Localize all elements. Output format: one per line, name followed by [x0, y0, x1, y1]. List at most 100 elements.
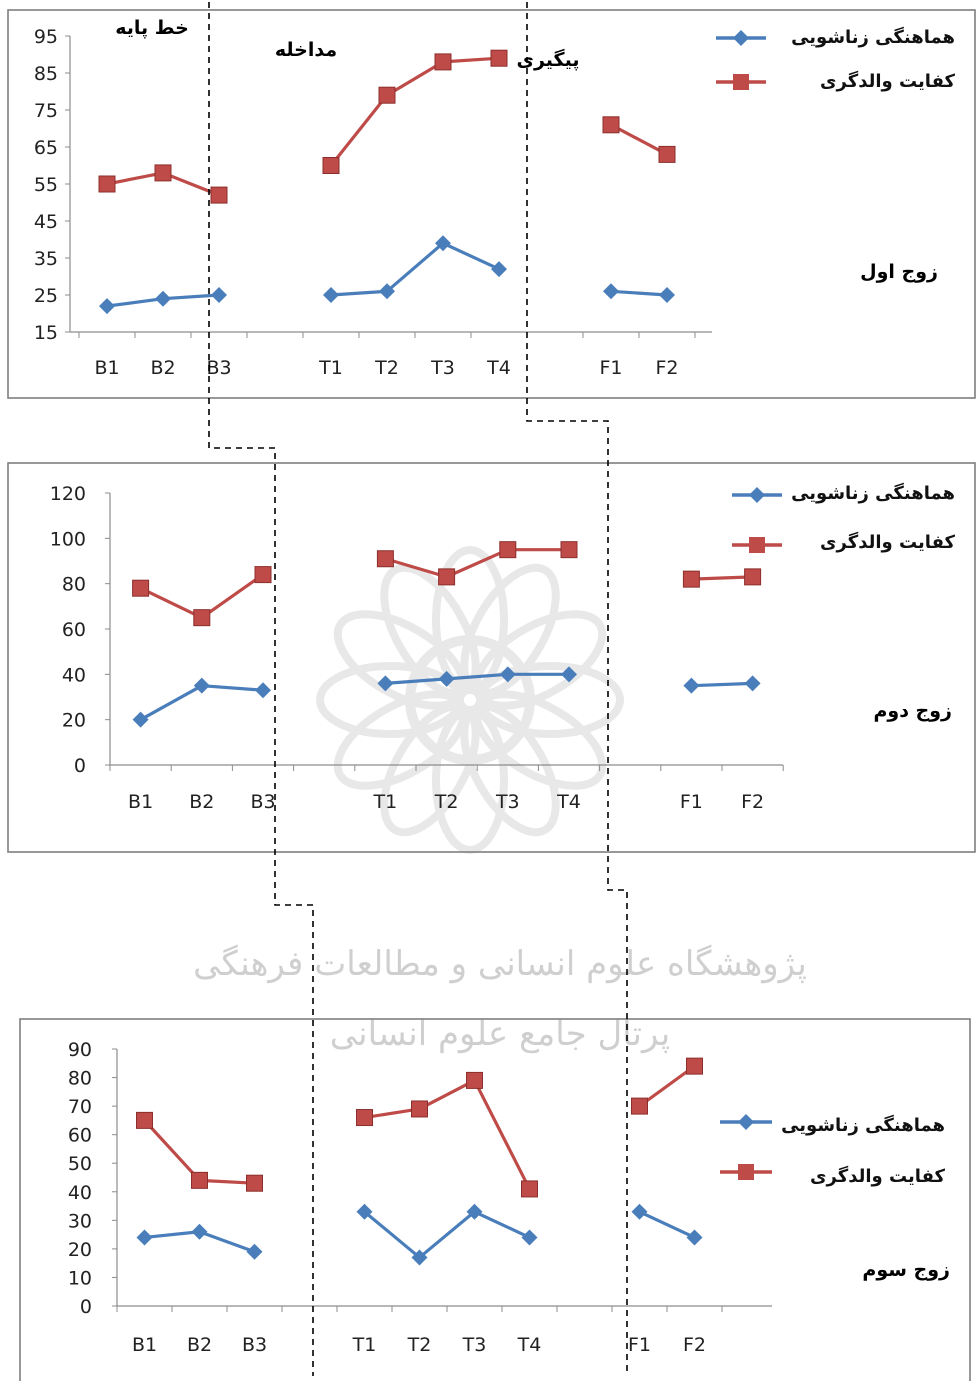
data-point-harmony — [438, 670, 455, 687]
data-point-quality — [322, 157, 340, 174]
y-tick-label: 0 — [80, 1296, 92, 1318]
x-tick-label: B1 — [132, 1334, 157, 1356]
data-point-quality — [602, 116, 620, 134]
data-point-harmony — [521, 1229, 538, 1246]
data-point-quality — [521, 1180, 538, 1198]
x-tick-label: T4 — [517, 1334, 542, 1356]
series-line-harmony — [330, 241, 500, 297]
data-point-harmony — [323, 287, 339, 303]
series-line-harmony — [363, 1210, 531, 1260]
watermark-petal — [316, 662, 464, 738]
data-point-quality — [98, 175, 116, 193]
x-tick-label: B2 — [150, 357, 175, 379]
x-tick-label: F1 — [680, 791, 703, 813]
series-line-harmony — [610, 289, 668, 297]
data-point-quality — [376, 550, 394, 568]
series-line-quality — [364, 1078, 531, 1190]
data-point-quality — [499, 541, 517, 559]
y-tick-label: 70 — [68, 1096, 92, 1118]
legend-marker-diamond — [749, 487, 765, 503]
y-tick-label: 45 — [34, 211, 58, 233]
x-tick-label: B1 — [128, 791, 153, 813]
phase-label-baseline: خط پایه — [115, 17, 189, 39]
y-tick-label: 85 — [34, 63, 58, 85]
watermark-core — [405, 635, 535, 765]
data-point-harmony — [561, 666, 577, 683]
chart-panel-1: 15 25 35 45 55 65 75 85 95 B1 B2 B3 T1 T2 T3 T4 F1 F2 هماه… — [7, 9, 976, 399]
data-point-harmony — [631, 1203, 648, 1220]
x-tick-label: F1 — [628, 1334, 651, 1356]
data-point-quality — [631, 1097, 648, 1115]
couple-label: زوج دوم — [873, 700, 952, 722]
legend-marker-diamond — [733, 30, 749, 46]
data-point-harmony — [356, 1203, 373, 1220]
x-tick-label: T2 — [434, 791, 459, 813]
data-point-harmony — [744, 675, 761, 692]
data-point-harmony — [435, 235, 451, 252]
y-tick-label: 80 — [68, 1068, 92, 1090]
series-line-quality — [384, 548, 569, 579]
data-point-quality — [154, 164, 172, 182]
x-tick-label: T2 — [407, 1334, 432, 1356]
legend-label-quality: کفایت والدگری — [820, 531, 955, 553]
y-tick-label: 20 — [62, 710, 86, 732]
series-line-quality — [638, 1064, 696, 1108]
legend-marker-square — [749, 537, 765, 553]
data-point-quality — [438, 568, 456, 586]
data-point-quality — [136, 1111, 153, 1129]
series-line-quality — [610, 123, 668, 156]
x-tick-label: B1 — [94, 357, 119, 379]
x-tick-label: T2 — [374, 357, 399, 379]
series-line-quality — [329, 56, 500, 167]
x-tick-label: T1 — [318, 357, 343, 379]
phase-line-baseline-intervention — [208, 2, 314, 1376]
y-tick-label: 75 — [34, 100, 58, 122]
x-tick-label: T1 — [373, 791, 398, 813]
y-tick-label: 15 — [34, 322, 58, 344]
legend-label-quality: کفایت والدگری — [820, 70, 955, 92]
data-point-harmony — [377, 675, 394, 692]
legend-marker-diamond — [738, 1114, 754, 1130]
data-point-harmony — [155, 290, 171, 307]
y-tick-label: 80 — [62, 574, 86, 596]
y-tick-label: 25 — [34, 285, 58, 307]
data-point-harmony — [379, 283, 395, 300]
data-point-harmony — [466, 1203, 483, 1220]
chart-panel-2: 0 20 40 60 80 100 120 B1 B2 B3 T1 T2 T3 T4 F1 F2 هماهنگی… — [7, 462, 976, 853]
y-tick-label: 55 — [34, 174, 58, 196]
data-point-harmony — [246, 1243, 263, 1260]
chart-frame — [7, 462, 976, 853]
y-tick-label: 0 — [74, 755, 86, 777]
legend-marker-square — [738, 1164, 754, 1180]
legend-label-harmony: هماهنگی زناشویی — [791, 26, 955, 48]
watermark-line-1: پژوهشگاه علوم انسانی و مطالعات فرهنگی — [193, 944, 807, 984]
series-line-harmony — [638, 1210, 696, 1239]
data-point-quality — [686, 1057, 703, 1075]
y-tick-label: 40 — [62, 664, 86, 686]
data-point-quality — [466, 1071, 483, 1089]
data-point-harmony — [491, 261, 507, 278]
data-point-quality — [378, 86, 396, 104]
series-harmony — [99, 235, 675, 315]
series-quality — [136, 1057, 703, 1198]
phase-label-intervention: مداخله — [275, 39, 337, 61]
data-point-quality — [246, 1174, 263, 1192]
x-tick-label: F1 — [599, 357, 622, 379]
data-point-quality — [744, 568, 762, 586]
x-tick-label: B2 — [187, 1334, 212, 1356]
data-point-quality — [132, 579, 150, 597]
data-point-quality — [490, 49, 508, 67]
chart-frame — [7, 9, 976, 399]
data-point-quality — [434, 53, 452, 71]
chart-panel-3: 0 10 20 30 40 50 60 70 80 90 B1 B2 B3 T1 T2 T3 T4 F1 F2 هما… — [19, 1018, 971, 1383]
series-line-harmony — [385, 672, 569, 685]
data-point-harmony — [686, 1229, 703, 1246]
data-point-harmony — [99, 298, 115, 315]
phase-label-followup: پیگیری — [517, 48, 580, 71]
data-point-harmony — [211, 287, 227, 303]
x-tick-label: T4 — [556, 791, 581, 813]
data-point-quality — [210, 186, 228, 204]
x-tick-label: B3 — [242, 1334, 267, 1356]
